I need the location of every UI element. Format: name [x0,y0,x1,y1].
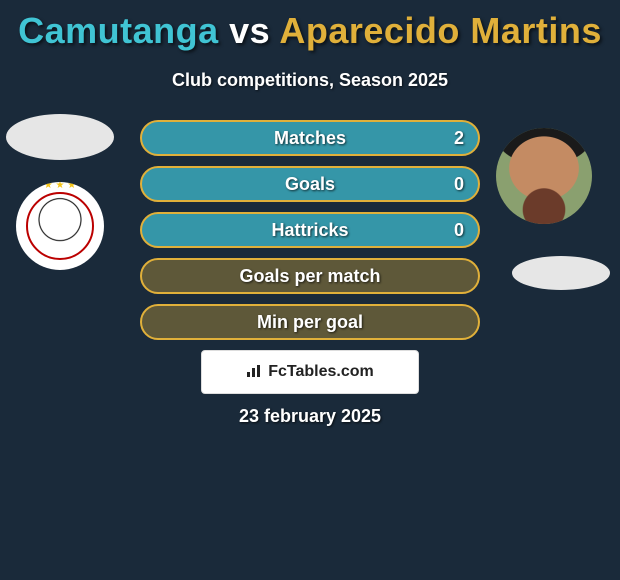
player-right-photo [496,128,592,224]
stat-row: Goals 0 [140,166,480,202]
fctables-logo[interactable]: FcTables.com [201,350,419,394]
title-vs: vs [229,10,270,51]
logo-text: FcTables.com [268,363,374,381]
face-placeholder-icon [496,128,592,224]
crest-stars-icon: ★ ★ ★ [26,182,94,191]
stat-row: Goals per match [140,258,480,294]
stat-label: Min per goal [257,312,363,333]
stat-label: Goals [285,174,335,195]
bar-chart-icon [246,364,264,381]
page-title: Camutanga vs Aparecido Martins [0,0,620,52]
crest-icon [26,192,94,260]
stat-capsule: Goals 0 [140,166,480,202]
stat-label: Hattricks [271,220,348,241]
stat-value-right: 0 [454,174,464,195]
stat-row: Min per goal [140,304,480,340]
stat-label: Goals per match [239,266,380,287]
stat-capsule: Goals per match [140,258,480,294]
player-left-ellipse [6,114,114,160]
stat-row: Matches 2 [140,120,480,156]
stat-capsule: Matches 2 [140,120,480,156]
stat-value-right: 0 [454,220,464,241]
title-left: Camutanga [18,10,219,51]
stat-value-right: 2 [454,128,464,149]
stat-capsule: Min per goal [140,304,480,340]
stats-panel: Matches 2 Goals 0 Hattricks 0 Goals per match M… [140,120,480,350]
stat-capsule: Hattricks 0 [140,212,480,248]
subtitle: Club competitions, Season 2025 [0,70,620,91]
club-crest-left: ★ ★ ★ [16,182,104,270]
date-line: 23 february 2025 [0,406,620,427]
stat-row: Hattricks 0 [140,212,480,248]
player-right-ellipse [512,256,610,290]
stat-label: Matches [274,128,346,149]
title-right: Aparecido Martins [279,10,602,51]
